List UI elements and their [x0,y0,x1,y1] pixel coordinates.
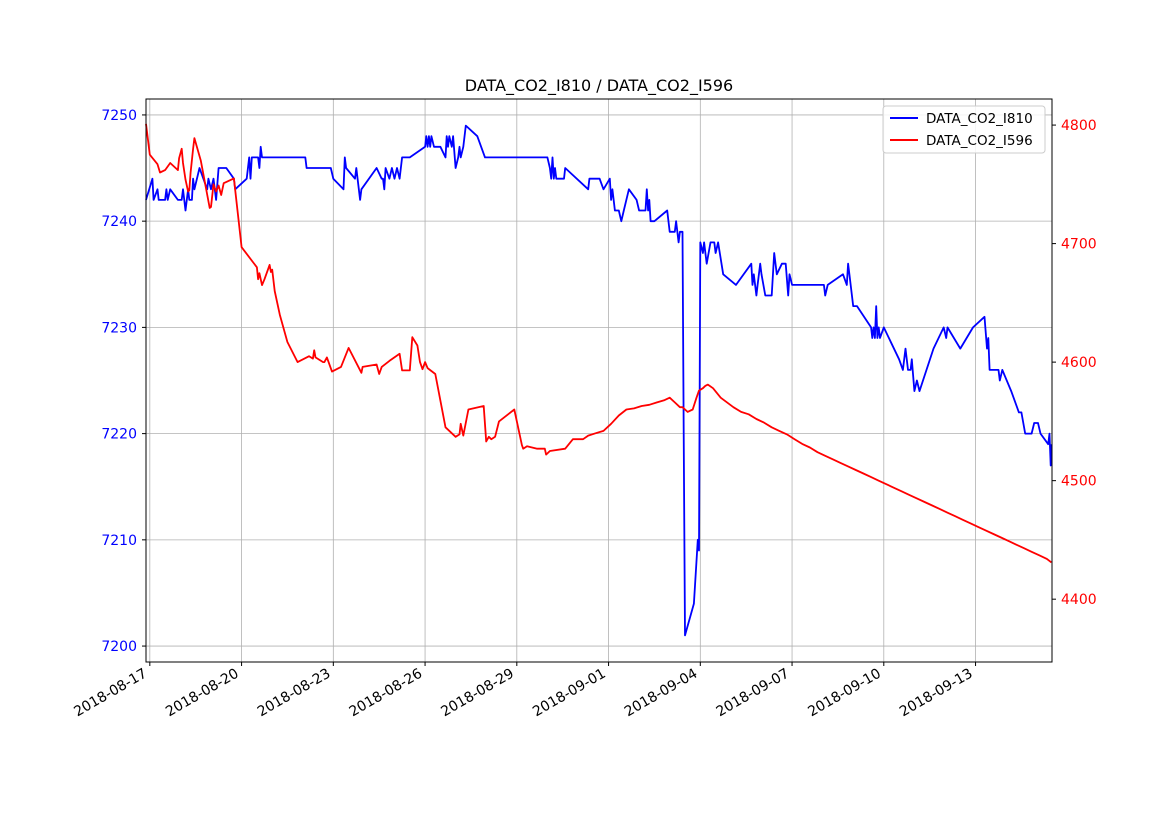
y-axis-left: 7200 7210 7220 7230 7240 7250 [101,108,146,655]
series-line-0 [145,124,1053,637]
y-axis-right: 4400 4500 4600 4700 4800 [1052,118,1097,608]
y-left-tick-label: 7240 [101,214,137,230]
legend: DATA_CO2_I810 DATA_CO2_I596 [882,105,1046,154]
y-left-tick-label: 7250 [101,108,137,124]
y-left-tick-label: 7230 [101,320,137,336]
plot-frame [145,98,1053,663]
y-right-tick-label: 4800 [1061,118,1097,134]
y-left-tick-label: 7210 [101,533,137,549]
legend-label-i596: DATA_CO2_I596 [926,133,1033,149]
grid-lines [146,99,1052,662]
y-left-tick-label: 7220 [101,427,137,443]
series-lines [145,123,1053,637]
legend-box [882,105,1046,154]
series-line-1 [145,123,1052,564]
y-right-tick-label: 4700 [1061,237,1097,253]
y-right-tick-label: 4600 [1061,355,1097,371]
legend-label-i810: DATA_CO2_I810 [926,111,1033,127]
chart-title: DATA_CO2_I810 / DATA_CO2_I596 [465,76,733,96]
y-right-tick-label: 4400 [1061,592,1097,608]
y-right-tick-label: 4500 [1061,474,1097,490]
y-left-tick-label: 7200 [101,639,137,655]
